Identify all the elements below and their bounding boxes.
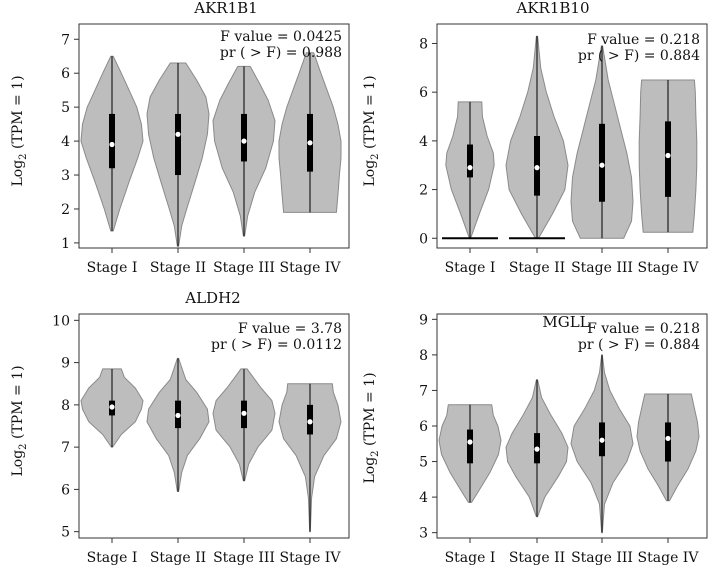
y-tick-label: 6 [419, 419, 428, 435]
x-tick-label: Stage III [571, 260, 633, 276]
violin-box [241, 113, 247, 162]
x-tick-label: Stage I [445, 550, 496, 566]
x-tick-label: Stage III [213, 550, 275, 566]
y-axis-label: Log2 (TPM = 1) [362, 372, 381, 483]
p-value-text: pr ( > F) = 0.884 [578, 337, 700, 353]
p-value-text: pr ( > F) = 0.884 [578, 48, 700, 64]
x-tick-label: Stage I [445, 260, 496, 276]
f-value-text: F value = 0.218 [587, 321, 700, 337]
y-tick-label: 0 [419, 231, 428, 247]
violin-median [534, 446, 540, 452]
panel-title: AKR1B1 [193, 0, 257, 17]
f-value-text: F value = 3.78 [238, 321, 342, 337]
violin-box [467, 429, 473, 464]
plot-frame [78, 23, 350, 249]
y-tick-label: 3 [419, 526, 428, 542]
x-tick-label: Stage II [509, 260, 565, 276]
y-tick-label: 7 [419, 383, 428, 399]
y-tick-label: 2 [419, 183, 428, 199]
y-tick-label: 1 [61, 236, 70, 252]
panel-title: MGLL [542, 313, 589, 331]
x-tick-label: Stage II [150, 550, 206, 566]
y-axis-label: Log2 (TPM = 1) [10, 75, 29, 186]
plot-frame [436, 23, 708, 249]
panel-title: ALDH2 [184, 289, 240, 307]
violin-median [665, 435, 671, 442]
f-value-text: F value = 0.0425 [220, 29, 342, 45]
y-tick-label: 6 [61, 66, 70, 82]
panel-mgll: MGLL Log2 (TPM = 1) 3 4 5 6 7 8 9 F value = 0.… [362, 312, 708, 566]
violin-median [599, 162, 605, 168]
y-axis-label: Log2 (TPM = 1) [10, 365, 29, 476]
plot-frame [78, 313, 350, 539]
violin-median [175, 131, 181, 137]
y-tick-label: 8 [61, 398, 70, 414]
violin-box [665, 422, 671, 462]
y-tick-label: 5 [61, 100, 70, 116]
y-tick-label: 7 [61, 32, 70, 48]
y-tick-label: 2 [61, 202, 70, 218]
y-axis-label: Log2 (TPM = 1) [362, 75, 381, 186]
violin-box [467, 144, 473, 178]
panel-akr1b1: AKR1B1 Log2 (TPM = 1) 1 2 3 4 5 6 7 F value = … [10, 0, 350, 276]
violin-median [241, 410, 247, 416]
x-tick-label: Stage I [87, 260, 138, 276]
plot-area: 3 4 5 6 7 8 9 [419, 312, 708, 543]
y-tick-label: 4 [419, 490, 428, 506]
violin-box [665, 121, 671, 197]
p-value-text: pr ( > F) = 0.988 [220, 45, 342, 61]
y-tick-label: 4 [61, 134, 70, 150]
y-tick-label: 10 [52, 313, 70, 329]
x-tick-label: Stage II [150, 260, 206, 276]
panel-akr1b10: AKR1B10 Log2 (TPM = 1) 0 2 4 6 8 F value = 0… [362, 0, 708, 276]
plot-area: 1 2 3 4 5 6 7 [61, 23, 350, 253]
violin-box [175, 113, 181, 176]
y-tick-label: 9 [419, 312, 428, 328]
violin-median [109, 404, 115, 410]
violin-median [241, 138, 247, 144]
plot-area: 0 2 4 6 8 [419, 23, 708, 253]
x-tick-label: Stage IV [280, 550, 342, 566]
panel-aldh2: ALDH2 Log2 (TPM = 1) 5 6 7 8 9 10 F value = 3… [10, 289, 350, 566]
violin-median [467, 165, 473, 171]
violin-median [175, 412, 181, 419]
panel-title: AKR1B10 [516, 0, 590, 17]
violin-median [665, 152, 671, 159]
violin-median [307, 140, 313, 146]
x-tick-label: Stage III [213, 260, 275, 276]
violin-median [467, 439, 473, 445]
violin-median [109, 141, 115, 148]
y-tick-label: 6 [419, 85, 428, 101]
plot-area: 5 6 7 8 9 10 [52, 313, 350, 543]
x-tick-label: Stage IV [280, 260, 342, 276]
y-tick-label: 3 [61, 168, 70, 184]
y-tick-label: 9 [61, 356, 70, 372]
x-tick-label: Stage I [87, 550, 138, 566]
violin-box [109, 113, 115, 169]
f-value-text: F value = 0.218 [587, 32, 700, 48]
x-tick-label: Stage II [509, 550, 565, 566]
violin-median [307, 419, 313, 425]
y-tick-label: 5 [419, 455, 428, 471]
y-tick-label: 4 [419, 134, 428, 150]
y-tick-label: 7 [61, 440, 70, 456]
violin-median [599, 437, 605, 443]
y-tick-label: 8 [419, 348, 428, 364]
y-tick-label: 6 [61, 482, 70, 498]
violin-median [534, 165, 540, 171]
x-tick-label: Stage IV [638, 550, 700, 566]
y-tick-label: 5 [61, 525, 70, 541]
x-tick-label: Stage III [571, 550, 633, 566]
p-value-text: pr ( > F) = 0.0112 [211, 337, 342, 353]
x-tick-label: Stage IV [638, 260, 700, 276]
y-tick-label: 8 [419, 36, 428, 52]
